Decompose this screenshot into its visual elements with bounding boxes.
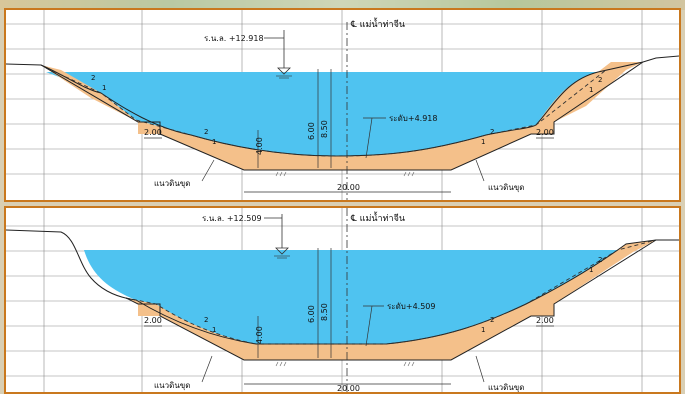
bed-level-label: ระดับ+4.509	[387, 302, 435, 311]
cross-section-drawing-2: ร.น.ล. +12.509 ℄ แม่น้ำท่าจีน ระดับ+4.50…	[6, 208, 679, 392]
bottom-width-label: 20.00	[337, 384, 360, 392]
berm-right-label: 2.00	[536, 128, 554, 137]
bed-level-label: ระดับ+4.918	[389, 114, 437, 123]
slope-rise-label: 1	[212, 326, 216, 334]
design-dashed-line	[45, 67, 607, 157]
slope-run-label: 2	[598, 76, 602, 84]
slope-run-label: 2	[490, 316, 494, 324]
depth-right-label: 8.50	[320, 120, 329, 138]
existing-ground-line	[6, 229, 679, 345]
slope-run-label: 2	[490, 128, 494, 136]
water-level-symbol	[275, 247, 289, 255]
slope-run-label: 2	[91, 74, 95, 82]
berm-left-label: 2.00	[144, 316, 162, 325]
depth-right-label: 8.50	[320, 303, 329, 321]
background-map-strip	[0, 0, 685, 10]
water-level-label: ร.น.ล. +12.509	[202, 214, 262, 223]
cross-section-panel-1: ร.น.ล. +12.918 ℄ แม่น้ำท่าจีน ระดับ+4.91…	[4, 8, 681, 202]
berm-right-label: 2.00	[536, 316, 554, 325]
cross-section-drawing-1: ร.น.ล. +12.918 ℄ แม่น้ำท่าจีน ระดับ+4.91…	[6, 10, 679, 200]
water-area	[84, 250, 618, 344]
earth-line-label-right: แนวดินขุด	[488, 383, 524, 392]
water-area	[46, 72, 598, 156]
slope-rise-label: 1	[102, 84, 106, 92]
excavation-line	[125, 239, 657, 361]
slope-run-label: 2	[204, 128, 208, 136]
water-level-label: ร.น.ล. +12.918	[204, 34, 264, 43]
cross-section-panel-2: ร.น.ล. +12.509 ℄ แม่น้ำท่าจีน ระดับ+4.50…	[4, 206, 681, 394]
depth-left-label: 6.00	[307, 305, 316, 323]
earth-line-label-right: แนวดินขุด	[488, 183, 524, 192]
depth-left-label: 6.00	[307, 122, 316, 140]
design-dashed-line	[125, 239, 657, 345]
centerline-label: ℄ แม่น้ำท่าจีน	[350, 17, 405, 30]
slope-rise-label: 1	[481, 326, 485, 334]
slope-rise-label: 1	[212, 138, 216, 146]
earth-line-label-left: แนวดินขุด	[154, 179, 190, 188]
water-level-symbol	[277, 67, 291, 75]
slope-run-label: 2	[204, 316, 208, 324]
slope-rise-label: 1	[481, 138, 485, 146]
berm-left-label: 2.00	[144, 128, 162, 137]
slope-run-label: 2	[598, 256, 602, 264]
excavation-fill	[41, 62, 643, 170]
bottom-width-label: 20.00	[337, 183, 360, 192]
earth-line-label-left: แนวดินขุด	[154, 381, 190, 390]
centerline-label: ℄ แม่น้ำท่าจีน	[350, 211, 405, 224]
ground-hatch	[275, 361, 415, 367]
excavation-line	[40, 61, 644, 171]
slope-rise-label: 1	[589, 266, 593, 274]
depth-small-label: 4.00	[255, 326, 264, 344]
excavation-fill	[126, 240, 656, 360]
slope-rise-label: 1	[589, 86, 593, 94]
depth-small-label: 4.00	[255, 137, 264, 155]
ground-hatch	[275, 171, 415, 177]
